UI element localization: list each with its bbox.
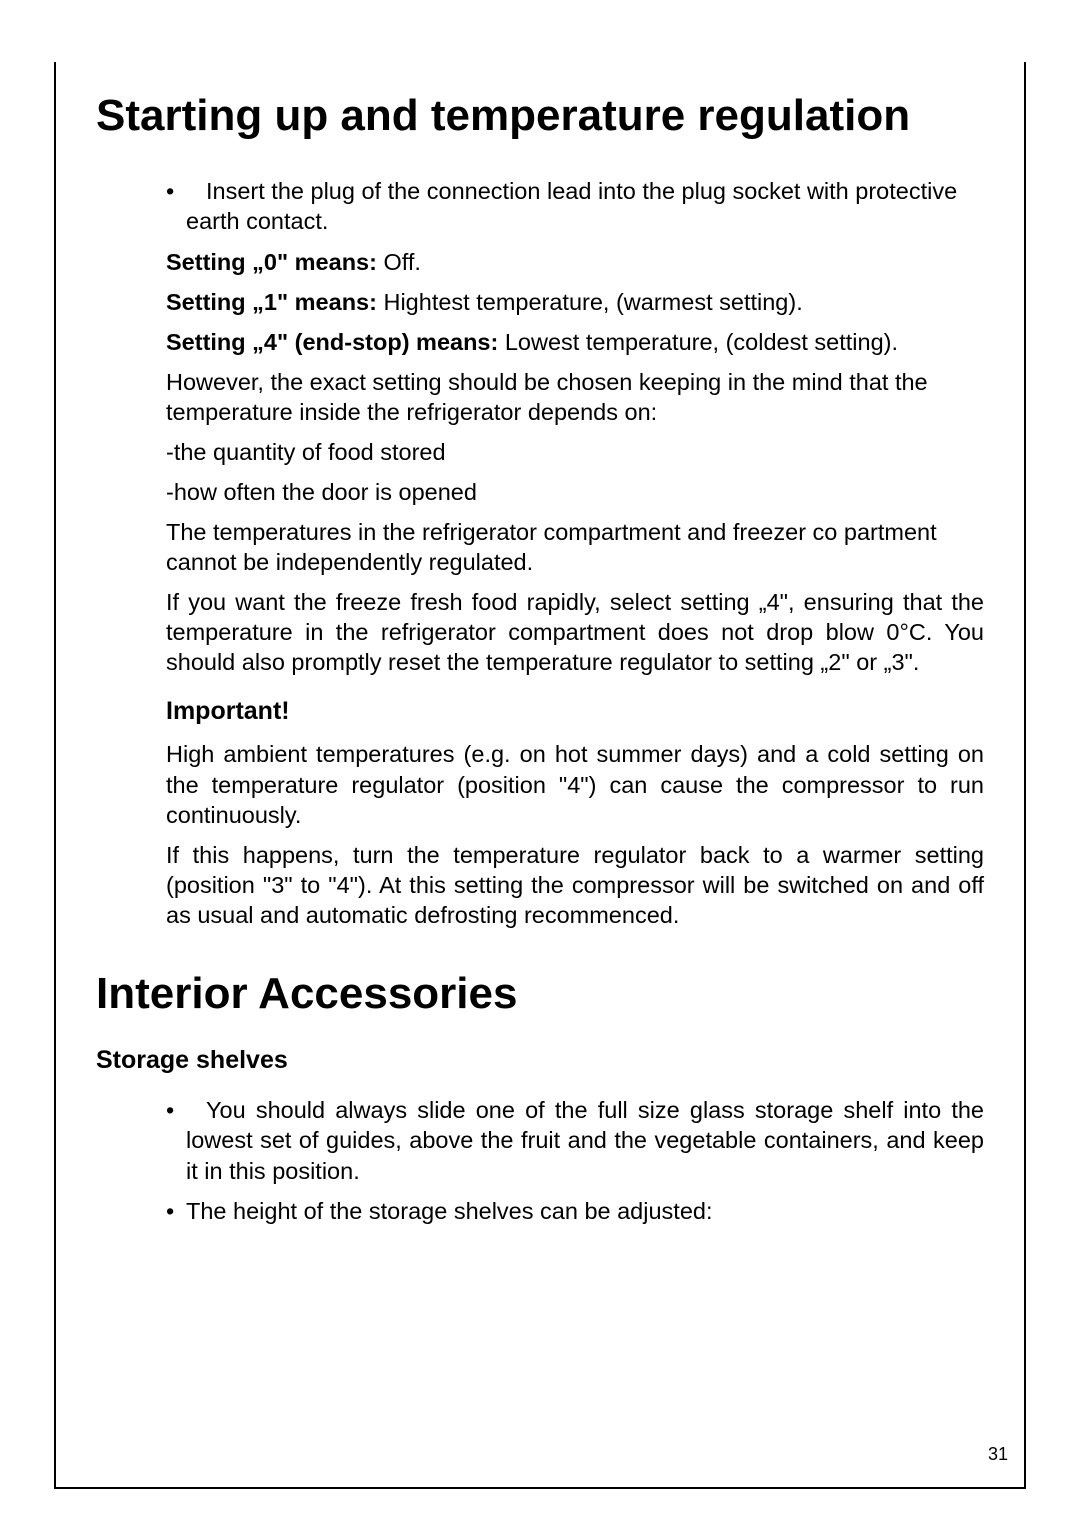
body-text: The height of the storage shelves can be… <box>186 1198 713 1224</box>
setting-line: Setting „0" means: Off. <box>166 247 984 277</box>
line-rest: Lowest temperature, (coldest setting). <box>498 329 898 355</box>
storage-shelves-subheading: Storage shelves <box>96 1046 984 1075</box>
setting-line: Setting „1" means: Hightest temperature,… <box>166 287 984 317</box>
page-frame: Starting up and temperature regulation I… <box>54 62 1026 1489</box>
section-heading-2: Interior Accessories <box>96 970 984 1018</box>
manual-page: Starting up and temperature regulation I… <box>0 0 1080 1529</box>
bold-prefix: Setting „4" (end-stop) means: <box>166 329 498 355</box>
body-paragraph: -the quantity of food stored <box>166 437 984 467</box>
section-1-body: Insert the plug of the connection lead i… <box>166 176 984 930</box>
body-text: Insert the plug of the connection lead i… <box>186 178 957 234</box>
important-subheading: Important! <box>166 695 984 727</box>
line-rest: Hightest temperature, (warmest setting). <box>377 289 803 315</box>
bullet-item: You should always slide one of the full … <box>166 1095 984 1185</box>
bullet-item: Insert the plug of the connection lead i… <box>166 176 984 236</box>
body-paragraph: If this happens, turn the temperature re… <box>166 840 984 930</box>
body-text: You should always slide one of the full … <box>186 1097 984 1183</box>
body-paragraph: -how often the door is opened <box>166 477 984 507</box>
body-paragraph: However, the exact setting should be cho… <box>166 367 984 427</box>
setting-line: Setting „4" (end-stop) means: Lowest tem… <box>166 327 984 357</box>
body-paragraph: The temperatures in the refrigerator com… <box>166 517 984 577</box>
body-paragraph: If you want the freeze fresh food rapidl… <box>166 587 984 677</box>
bullet-item: The height of the storage shelves can be… <box>166 1196 984 1226</box>
section-2-body: You should always slide one of the full … <box>166 1095 984 1225</box>
line-rest: Off. <box>377 249 421 275</box>
bold-prefix: Setting „0" means: <box>166 249 377 275</box>
page-number: 31 <box>988 1444 1008 1465</box>
body-paragraph: High ambient temperatures (e.g. on hot s… <box>166 739 984 829</box>
section-heading-1: Starting up and temperature regulation <box>96 92 984 140</box>
bold-prefix: Setting „1" means: <box>166 289 377 315</box>
